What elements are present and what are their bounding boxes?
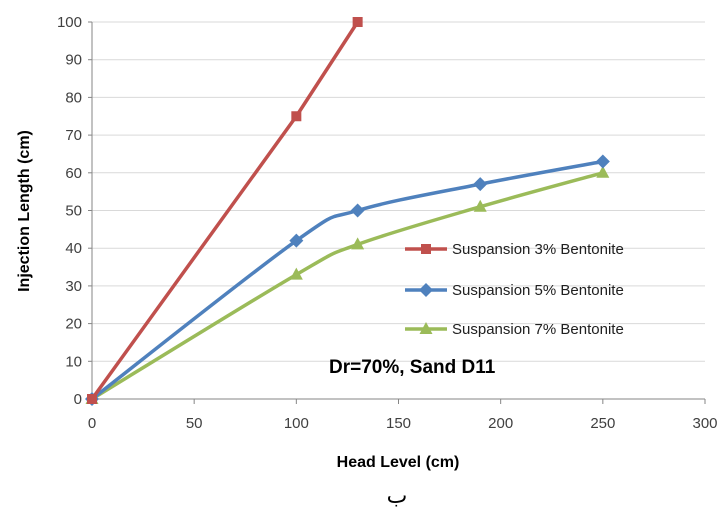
y-tick-label-20: 20 [65, 316, 82, 333]
y-tick-label-30: 30 [65, 278, 82, 295]
y-tick-label-100: 100 [57, 14, 82, 31]
data-point-s3-3 [473, 199, 487, 212]
legend-marker-1 [421, 244, 431, 254]
legend: Suspansion 3% Bentonite Suspansion 5% Ben… [405, 241, 624, 338]
legend-marker-3 [419, 322, 433, 334]
series-markers [85, 17, 610, 406]
x-tick-label-50: 50 [186, 415, 203, 432]
y-tick-label-0: 0 [74, 391, 82, 408]
data-point-s3-2 [351, 237, 365, 250]
data-point-s2-4 [595, 154, 610, 169]
y-tick-label-40: 40 [65, 240, 82, 257]
y-tick-label-10: 10 [65, 353, 82, 370]
x-tick-label-300: 300 [692, 415, 717, 432]
x-tick-label-100: 100 [284, 415, 309, 432]
x-tick-label-250: 250 [590, 415, 615, 432]
y-tick-label-50: 50 [65, 203, 82, 220]
y-axis-title: Injection Length (cm) [16, 130, 33, 292]
gridlines [92, 21, 705, 362]
x-tick-label-200: 200 [488, 415, 513, 432]
x-axis-title: Head Level (cm) [337, 454, 460, 471]
data-point-s2-2 [350, 203, 365, 218]
x-tick-label-0: 0 [88, 415, 96, 432]
data-point-s1-2 [352, 17, 363, 27]
legend-label-2: Suspansion 5% Bentonite [452, 282, 624, 299]
chart-annotation: Dr=70%, Sand D11 [329, 357, 496, 378]
y-tick-label-90: 90 [65, 52, 82, 69]
data-point-s1-0 [87, 394, 97, 404]
x-tick-label-150: 150 [386, 415, 411, 432]
y-tick-label-80: 80 [65, 89, 82, 106]
figure-caption: ب [387, 483, 408, 508]
axes: 0 10 20 30 40 50 60 70 80 90 100 0 50 100 150 200 250 300 [57, 14, 718, 432]
data-point-s1-1 [291, 111, 302, 122]
data-point-s3-4 [596, 165, 610, 178]
data-point-s2-1 [289, 233, 304, 248]
y-tick-label-60: 60 [65, 165, 82, 182]
y-tick-label-70: 70 [65, 127, 82, 144]
legend-label-1: Suspansion 3% Bentonite [452, 241, 624, 258]
legend-marker-2 [419, 283, 433, 297]
legend-label-3: Suspansion 7% Bentonite [452, 321, 624, 338]
series-line-2 [90, 159, 605, 401]
data-point-s3-1 [289, 267, 303, 280]
data-point-s2-3 [473, 177, 488, 192]
